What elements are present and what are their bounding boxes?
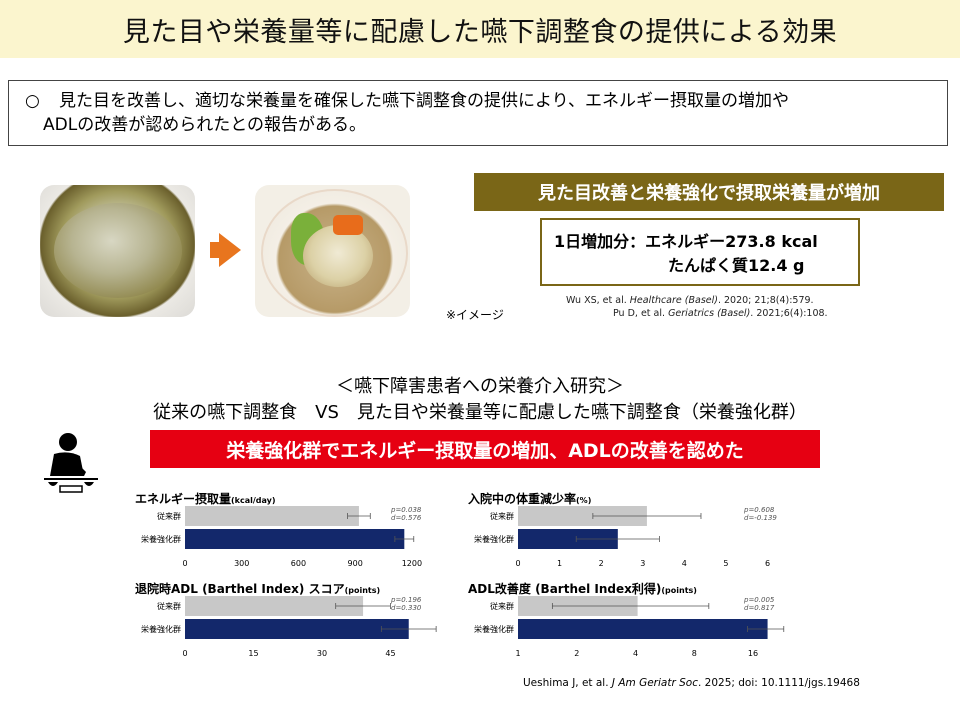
bar-enhanced bbox=[185, 529, 405, 549]
tick-label: 5 bbox=[723, 559, 728, 568]
tick-label: 4 bbox=[682, 559, 687, 568]
chart-title: ADL改善度 (Barthel Index利得)(points) bbox=[468, 580, 697, 597]
effect-box: 1日増加分：エネルギー273.8 kcal たんぱく質12.4 g bbox=[540, 218, 860, 286]
reference-3: Ueshima J, et al. J Am Geriatr Soc. 2025… bbox=[523, 677, 860, 689]
bullet-icon: ○ bbox=[25, 91, 40, 111]
tick-label: 8 bbox=[692, 649, 697, 658]
tick-label: 45 bbox=[385, 649, 395, 658]
chart-unit: (points) bbox=[661, 586, 697, 595]
chart-unit: (kcal/day) bbox=[231, 496, 276, 505]
bar-conventional bbox=[185, 506, 359, 526]
category-label: 栄養強化群 bbox=[141, 534, 181, 544]
nutrition-banner: 見た目改善と栄養強化で摂取栄養量が増加 bbox=[474, 173, 944, 211]
tick-label: 30 bbox=[317, 649, 327, 658]
conventional-food-photo bbox=[40, 185, 195, 317]
result-banner: 栄養強化群でエネルギー摂取量の増加、ADLの改善を認めた bbox=[150, 430, 820, 468]
study-subtitle: 従来の嚥下調整食 VS 見た目や栄養量等に配慮した嚥下調整食（栄養強化群） bbox=[153, 402, 807, 423]
chart-unit: (%) bbox=[576, 496, 592, 505]
weight-loss-chart: 入院中の体重減少率(%) 従来群栄養強化群 0 1 2 3 4 5 6 p=0.608 d=-0.1… bbox=[468, 490, 788, 570]
category-label: 栄養強化群 bbox=[474, 624, 514, 634]
image-note: ※イメージ bbox=[446, 308, 504, 322]
tick-label: 900 bbox=[348, 559, 363, 568]
category-label: 従来群 bbox=[490, 511, 514, 521]
patient-eating-icon bbox=[44, 433, 98, 493]
chart-title: エネルギー摂取量(kcal/day) bbox=[135, 490, 276, 507]
tick-label: 15 bbox=[248, 649, 258, 658]
category-label: 従来群 bbox=[157, 601, 181, 611]
tick-label: 2 bbox=[574, 649, 579, 658]
tick-label: 1200 bbox=[402, 559, 422, 568]
adl-gain-chart: ADL改善度 (Barthel Index利得)(points) 従来群 栄養強化群… bbox=[468, 580, 788, 660]
tick-label: 1 bbox=[515, 649, 520, 658]
summary-text-1: 見た目を改善し、適切な栄養量を確保した嚥下調整食の提供により、エネルギー摂取量の… bbox=[59, 91, 789, 111]
tick-label: 3 bbox=[640, 559, 645, 568]
arrow-right-icon bbox=[219, 233, 241, 267]
tick-label: 0 bbox=[515, 559, 520, 568]
stat-label: d=0.330 bbox=[391, 604, 422, 612]
tick-label: 4 bbox=[633, 649, 638, 658]
energy-intake-chart: エネルギー摂取量(kcal/day) 従来群栄養強化群 0 300 600 900 1200… bbox=[135, 490, 435, 570]
puree-bowl bbox=[54, 203, 182, 298]
effect-line-2: たんぱく質12.4 g bbox=[668, 256, 805, 275]
reference-1: Wu XS, et al. Healthcare (Basel). 2020; … bbox=[566, 295, 814, 306]
carrot bbox=[333, 215, 363, 235]
chart-unit: (points) bbox=[344, 586, 381, 595]
reference-2: Pu D, et al. Geriatrics (Basel). 2021;6(… bbox=[613, 308, 828, 319]
chart-title-text: 退院時ADL (Barthel Index) スコア bbox=[135, 582, 345, 596]
tick-label: 1 bbox=[557, 559, 562, 568]
bar-enhanced bbox=[518, 529, 618, 549]
category-label: 従来群 bbox=[490, 601, 514, 611]
chart-title-text: ADL改善度 (Barthel Index利得) bbox=[468, 582, 662, 596]
chart-title-text: エネルギー摂取量 bbox=[135, 492, 232, 506]
tick-label: 16 bbox=[748, 649, 758, 658]
tick-label: 600 bbox=[291, 559, 306, 568]
bar-enhanced bbox=[185, 619, 409, 639]
stat-label: p=0.196 bbox=[390, 596, 422, 604]
tick-label: 0 bbox=[182, 649, 187, 658]
bar-conventional bbox=[518, 506, 647, 526]
summary-line-2: ADLの改善が認められたとの報告がある。 bbox=[43, 115, 367, 135]
bar-enhanced bbox=[518, 619, 768, 639]
improved-food-photo bbox=[255, 185, 410, 317]
summary-line-1: ○ 見た目を改善し、適切な栄養量を確保した嚥下調整食の提供により、エネルギー摂取量… bbox=[25, 89, 937, 113]
potato bbox=[303, 225, 373, 287]
stat-label: p=0.038 bbox=[390, 506, 422, 514]
bar-conventional bbox=[185, 596, 364, 616]
effect-line-1: 1日増加分：エネルギー273.8 kcal bbox=[554, 232, 818, 251]
stat-label: p=0.608 bbox=[743, 506, 775, 514]
tick-label: 0 bbox=[182, 559, 187, 568]
summary-box: ○ 見た目を改善し、適切な栄養量を確保した嚥下調整食の提供により、エネルギー摂取量… bbox=[8, 80, 948, 146]
stat-label: d=0.576 bbox=[391, 514, 422, 522]
tick-label: 2 bbox=[599, 559, 604, 568]
tick-label: 6 bbox=[765, 559, 770, 568]
page-title: 見た目や栄養量等に配慮した嚥下調整食の提供による効果 bbox=[122, 16, 838, 48]
adl-score-chart: 退院時ADL (Barthel Index) スコア(points) 従来群 栄養強… bbox=[135, 580, 437, 660]
study-title: ＜嚥下障害患者への栄養介入研究＞ bbox=[336, 376, 624, 397]
chart-title: 入院中の体重減少率(%) bbox=[468, 490, 591, 507]
category-label: 従来群 bbox=[157, 511, 181, 521]
stat-label: d=0.817 bbox=[744, 604, 775, 612]
chart-title: 退院時ADL (Barthel Index) スコア(points) bbox=[135, 580, 380, 597]
category-label: 栄養強化群 bbox=[474, 534, 514, 544]
stat-label: p=0.005 bbox=[743, 596, 775, 604]
title-bar: 見た目や栄養量等に配慮した嚥下調整食の提供による効果 bbox=[0, 0, 960, 58]
category-label: 栄養強化群 bbox=[141, 624, 181, 634]
stat-label: d=-0.139 bbox=[744, 514, 777, 522]
tick-label: 300 bbox=[234, 559, 249, 568]
chart-title-text: 入院中の体重減少率 bbox=[468, 492, 577, 506]
